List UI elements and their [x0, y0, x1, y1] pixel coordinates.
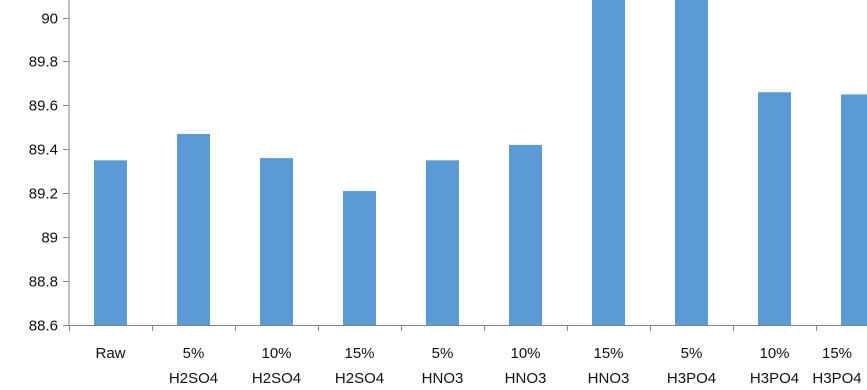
x-tick-label: Raw: [95, 345, 125, 362]
x-tick-label: 5% HNO3: [422, 345, 464, 387]
x-tick-label-line: HNO3: [588, 370, 630, 387]
x-tick-label-line: H2SO4: [169, 370, 218, 387]
bar: [509, 144, 542, 325]
x-tick-label-line: HNO3: [422, 370, 464, 387]
y-tick-label: 89.2: [29, 186, 58, 203]
x-tick-label: 15% HNO3: [588, 345, 630, 387]
bar: [94, 160, 127, 325]
y-tick-label: 89.8: [29, 54, 58, 71]
x-tick-label-line: 15%: [822, 345, 852, 362]
y-tick-label: 89.4: [29, 142, 58, 159]
bar: [343, 191, 376, 325]
x-tick-label-line: Raw: [95, 345, 125, 362]
y-tick-label: 90: [41, 11, 58, 28]
x-tick-label: 10% H3PO4: [750, 345, 799, 387]
x-tick-label-line: 5%: [681, 345, 703, 362]
x-tick-label: 5% H3PO4: [667, 345, 716, 387]
x-tick-label-line: H2SO4: [252, 370, 301, 387]
bar: [426, 160, 459, 325]
x-tick-label: 15% H3PO4: [812, 345, 861, 387]
x-tick-label-line: H2SO4: [335, 370, 384, 387]
x-tick-label-line: 5%: [183, 345, 205, 362]
bar: [260, 158, 293, 325]
x-tick-label-line: 10%: [759, 345, 789, 362]
y-tick-label: 89: [41, 230, 58, 247]
bar: [841, 94, 867, 325]
y-tick-label: 88.8: [29, 274, 58, 291]
y-tick-label: 89.6: [29, 98, 58, 115]
bar: [675, 0, 708, 325]
x-tick-label-line: H3PO4: [667, 370, 716, 387]
bar: [177, 133, 210, 325]
y-tick-label: 88.6: [29, 318, 58, 335]
x-tick-label: 5% H2SO4: [169, 345, 218, 387]
x-tick-label: 15% H2SO4: [335, 345, 384, 387]
x-tick-label-line: HNO3: [505, 370, 547, 387]
x-tick-label: 10% HNO3: [505, 345, 547, 387]
x-tick-label: 10% H2SO4: [252, 345, 301, 387]
x-tick-label-line: H3PO4: [750, 370, 799, 387]
x-tick-label-line: H3PO4: [812, 370, 861, 387]
x-tick-label-line: 15%: [593, 345, 623, 362]
bar: [758, 92, 791, 325]
y-axis: 88.6 88.8 89 89.2 89.4 89.6 89.8 90: [29, 0, 70, 335]
bar: [592, 0, 625, 325]
bars: [94, 0, 867, 325]
x-tick-label-line: 10%: [510, 345, 540, 362]
x-tick-label-line: 5%: [432, 345, 454, 362]
x-tick-label-line: 15%: [344, 345, 374, 362]
x-tick-label-line: 10%: [261, 345, 291, 362]
